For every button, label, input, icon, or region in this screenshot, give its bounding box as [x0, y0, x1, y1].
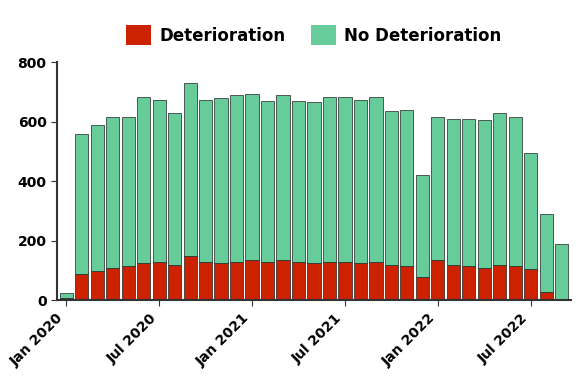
Bar	[509, 266, 522, 300]
Bar	[524, 269, 538, 300]
Bar	[292, 101, 305, 262]
Bar	[447, 265, 460, 300]
Bar	[246, 260, 258, 300]
Bar	[168, 113, 181, 265]
Bar	[338, 262, 351, 300]
Bar	[555, 299, 568, 300]
Bar	[493, 113, 506, 265]
Bar	[75, 274, 88, 300]
Bar	[214, 98, 228, 263]
Bar	[230, 95, 243, 262]
Bar	[462, 266, 476, 300]
Bar	[401, 266, 413, 300]
Bar	[60, 293, 73, 297]
Bar	[369, 97, 383, 262]
Bar	[60, 297, 73, 300]
Bar	[121, 117, 135, 266]
Bar	[137, 97, 150, 263]
Bar	[478, 268, 491, 300]
Bar	[91, 125, 104, 271]
Bar	[184, 83, 197, 256]
Bar	[106, 268, 119, 300]
Bar	[91, 271, 104, 300]
Bar	[369, 262, 383, 300]
Bar	[261, 101, 274, 262]
Bar	[246, 94, 258, 260]
Bar	[137, 263, 150, 300]
Bar	[385, 111, 398, 265]
Bar	[540, 291, 553, 300]
Legend: Deterioration, No Deterioration: Deterioration, No Deterioration	[120, 18, 508, 52]
Bar	[323, 97, 336, 262]
Bar	[338, 97, 351, 262]
Bar	[555, 244, 568, 299]
Bar	[230, 262, 243, 300]
Bar	[447, 119, 460, 265]
Bar	[261, 262, 274, 300]
Bar	[524, 153, 538, 269]
Bar	[354, 100, 367, 263]
Bar	[168, 265, 181, 300]
Bar	[323, 262, 336, 300]
Bar	[401, 110, 413, 266]
Bar	[540, 214, 553, 291]
Bar	[199, 100, 212, 262]
Bar	[276, 260, 290, 300]
Bar	[121, 266, 135, 300]
Bar	[354, 263, 367, 300]
Bar	[153, 100, 166, 262]
Bar	[478, 120, 491, 268]
Bar	[276, 95, 290, 260]
Bar	[307, 263, 321, 300]
Bar	[431, 260, 444, 300]
Bar	[416, 176, 429, 277]
Bar	[106, 117, 119, 268]
Bar	[153, 262, 166, 300]
Bar	[509, 117, 522, 266]
Bar	[75, 134, 88, 274]
Bar	[307, 103, 321, 263]
Bar	[385, 265, 398, 300]
Bar	[431, 117, 444, 260]
Bar	[493, 265, 506, 300]
Bar	[416, 277, 429, 300]
Bar	[184, 256, 197, 300]
Bar	[462, 119, 476, 266]
Bar	[292, 262, 305, 300]
Bar	[199, 262, 212, 300]
Bar	[214, 263, 228, 300]
